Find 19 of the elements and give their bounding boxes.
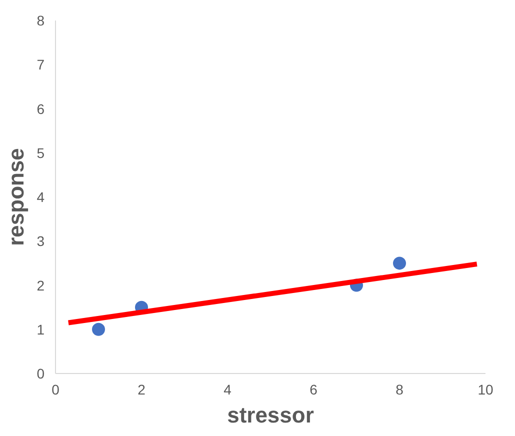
y-axis-title: response <box>4 148 29 246</box>
point <box>92 322 105 336</box>
y-tick-label: 0 <box>36 366 45 382</box>
x-tick-label: 4 <box>224 382 232 398</box>
point <box>393 256 406 270</box>
y-tick-label: 8 <box>36 12 45 28</box>
y-tick-label: 2 <box>36 277 45 294</box>
y-tick-label: 5 <box>36 144 45 161</box>
x-tick-label: 0 <box>52 382 60 398</box>
y-tick-label: 6 <box>36 100 45 117</box>
x-tick-label: 6 <box>310 382 318 398</box>
x-tick-label: 8 <box>396 382 404 398</box>
x-axis-title: stressor <box>227 402 314 428</box>
y-tick-label: 4 <box>36 189 45 205</box>
x-tick-label: 10 <box>478 382 494 398</box>
y-tick-label: 1 <box>36 321 45 338</box>
y-tick-label: 3 <box>36 233 45 250</box>
x-tick-label: 2 <box>138 382 146 398</box>
y-tick-label: 7 <box>36 56 45 73</box>
